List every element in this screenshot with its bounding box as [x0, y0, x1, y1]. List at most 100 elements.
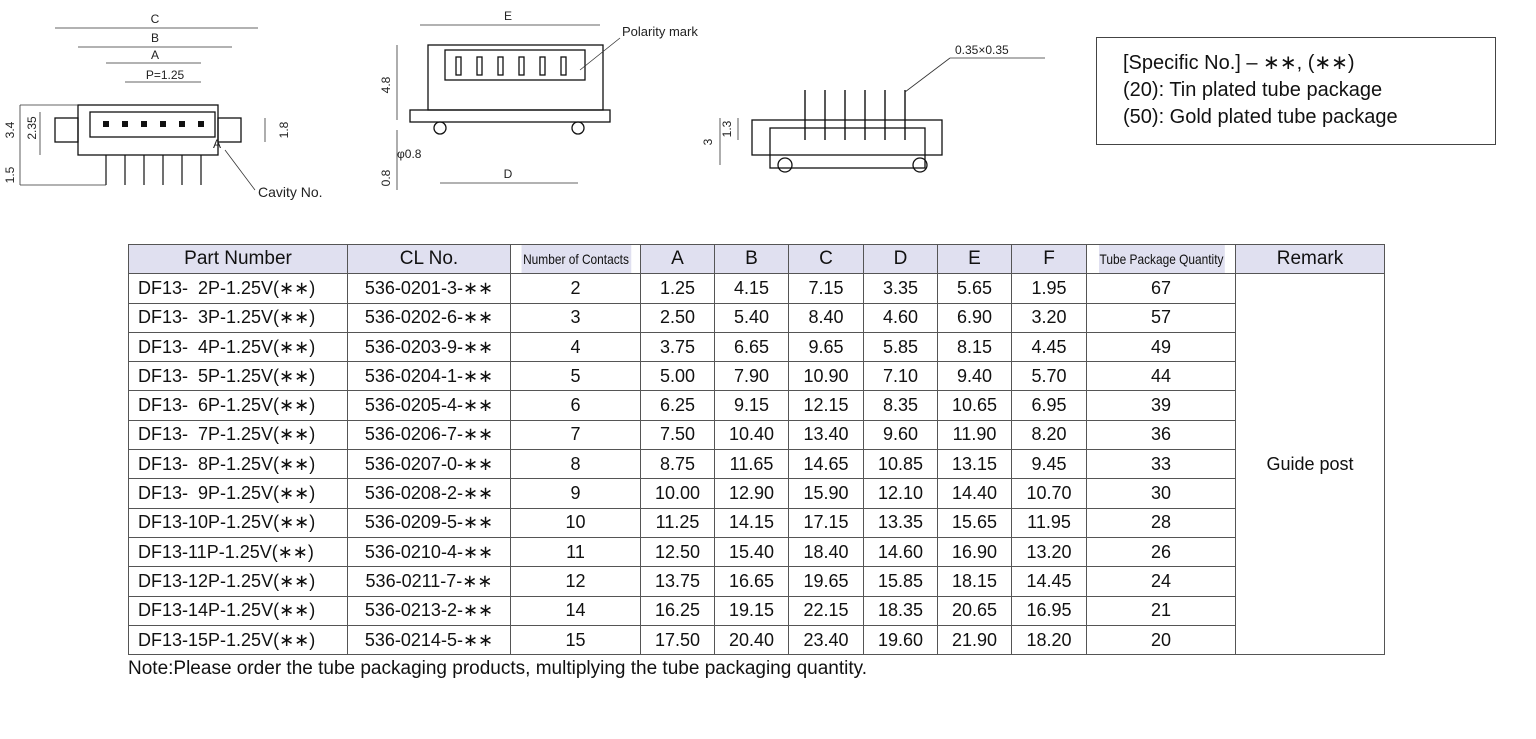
table-cell: DF13- 5P-1.25V(∗∗)	[128, 361, 348, 392]
table-cell: 7.90	[714, 361, 789, 392]
table-cell: DF13-14P-1.25V(∗∗)	[128, 595, 348, 626]
dim-label: A	[213, 137, 221, 151]
table-cell: 17.50	[640, 624, 715, 656]
table-cell: 39	[1086, 390, 1236, 421]
table-cell: 7.10	[863, 361, 938, 392]
table-cell: 18.15	[937, 566, 1012, 597]
table-cell: 15.40	[714, 536, 789, 568]
table-cell: 5.70	[1011, 361, 1087, 392]
table-cell: 536-0206-7-∗∗	[347, 419, 511, 451]
table-cell: 67	[1086, 273, 1236, 304]
table-cell: 10.90	[788, 361, 864, 392]
table-cell: 14.15	[714, 507, 789, 538]
table-cell: 536-0204-1-∗∗	[347, 361, 511, 392]
table-cell: 536-0207-0-∗∗	[347, 449, 511, 480]
table-cell: 4.60	[863, 302, 938, 333]
table-row: DF13- 3P-1.25V(∗∗) 536-0202-6-∗∗ 3 2.50 5.40…	[128, 302, 1385, 333]
table-cell: 9.60	[863, 419, 938, 451]
dim-label: C	[151, 12, 160, 26]
spec-line: [Specific No.] – ∗∗, (∗∗)	[1123, 52, 1355, 74]
table-cell: DF13- 8P-1.25V(∗∗)	[128, 449, 348, 480]
table-cell: 18.35	[863, 595, 938, 626]
table-cell: 20.65	[937, 595, 1012, 626]
header-cell: F	[1011, 243, 1087, 275]
table-cell: 5.40	[714, 302, 789, 333]
table-cell: DF13-11P-1.25V(∗∗)	[128, 536, 348, 568]
dim-label: 3.4	[3, 121, 17, 138]
table-cell: 30	[1086, 478, 1236, 509]
table-cell: 9.40	[937, 361, 1012, 392]
table-cell: 7	[510, 419, 641, 451]
table-cell: 19.60	[863, 624, 938, 656]
table-cell: 11.25	[640, 507, 715, 538]
table-cell: 6.90	[937, 302, 1012, 333]
table-cell: 15	[510, 624, 641, 656]
table-cell: 12.10	[863, 478, 938, 509]
table-cell: 57	[1086, 302, 1236, 333]
table-cell: 11.65	[714, 449, 789, 480]
dim-label: A	[151, 48, 159, 62]
table-cell: DF13-12P-1.25V(∗∗)	[128, 566, 348, 597]
dim-label: 1.5	[3, 166, 17, 183]
table-cell: 15.65	[937, 507, 1012, 538]
header-cell: D	[863, 243, 938, 275]
table-cell: 7.15	[788, 273, 864, 304]
specific-no-box: [Specific No.] – ∗∗, (∗∗) (20): Tin plat…	[1096, 37, 1496, 145]
table-cell: 13.20	[1011, 536, 1087, 568]
table-cell: 1.25	[640, 273, 715, 304]
table-cell: 19.15	[714, 595, 789, 626]
table-body: DF13- 2P-1.25V(∗∗) 536-0201-3-∗∗ 2 1.25 4.15…	[128, 273, 1385, 656]
callout: 0.35×0.35	[955, 43, 1009, 57]
table-cell: 536-0201-3-∗∗	[347, 273, 511, 304]
table-cell: DF13- 9P-1.25V(∗∗)	[128, 478, 348, 509]
table-cell: 14	[510, 595, 641, 626]
table-cell: 13.75	[640, 566, 715, 597]
table-cell: 6	[510, 390, 641, 421]
table-row: DF13- 7P-1.25V(∗∗) 536-0206-7-∗∗ 7 7.50 10.4…	[128, 419, 1385, 451]
table-row: DF13-10P-1.25V(∗∗) 536-0209-5-∗∗ 10 11.25 14…	[128, 507, 1385, 538]
front-view: C B A P=1.25 3.4 2.35 1.5 1.8 A Cavity N…	[3, 12, 323, 200]
table-cell: 13.40	[788, 419, 864, 451]
table-cell: 12.50	[640, 536, 715, 568]
table-cell: 10.85	[863, 449, 938, 480]
table-cell: 2	[510, 273, 641, 304]
dim-label: 0.8	[379, 169, 393, 186]
table-cell: 16.90	[937, 536, 1012, 568]
table-cell: 36	[1086, 419, 1236, 451]
table-cell: 12.90	[714, 478, 789, 509]
table-cell: 10.40	[714, 419, 789, 451]
table-cell: 536-0205-4-∗∗	[347, 390, 511, 421]
table-cell: 1.95	[1011, 273, 1087, 304]
table-cell: 22.15	[788, 595, 864, 626]
table-cell: 536-0203-9-∗∗	[347, 331, 511, 363]
table-cell: 13.35	[863, 507, 938, 538]
dim-label: 1.8	[277, 121, 291, 138]
table-cell: DF13- 3P-1.25V(∗∗)	[128, 302, 348, 333]
table-cell: 12.15	[788, 390, 864, 421]
header-cell: Part Number	[128, 243, 348, 275]
table-cell: 18.40	[788, 536, 864, 568]
table-cell: 9.45	[1011, 449, 1087, 480]
table-cell: 536-0213-2-∗∗	[347, 595, 511, 626]
table-cell: 10.65	[937, 390, 1012, 421]
table-cell: 5.00	[640, 361, 715, 392]
dim-label: E	[504, 9, 512, 23]
dim-label: B	[151, 31, 159, 45]
table-cell: 23.40	[788, 624, 864, 656]
table-cell: 12	[510, 566, 641, 597]
table-cell: 8.35	[863, 390, 938, 421]
table-row: DF13- 4P-1.25V(∗∗) 536-0203-9-∗∗ 4 3.75 6.65…	[128, 331, 1385, 363]
table-cell: 6.95	[1011, 390, 1087, 421]
table-cell: 5.65	[937, 273, 1012, 304]
table-cell: 8.40	[788, 302, 864, 333]
header-cell: Number of Contacts	[519, 243, 632, 275]
table-cell: 11.95	[1011, 507, 1087, 538]
table-cell: 536-0211-7-∗∗	[347, 566, 511, 597]
table-cell: 16.25	[640, 595, 715, 626]
table-cell: 536-0210-4-∗∗	[347, 536, 511, 568]
table-cell: 536-0202-6-∗∗	[347, 302, 511, 333]
table-cell: 8	[510, 449, 641, 480]
table-cell: 11.90	[937, 419, 1012, 451]
table-cell: 5	[510, 361, 641, 392]
